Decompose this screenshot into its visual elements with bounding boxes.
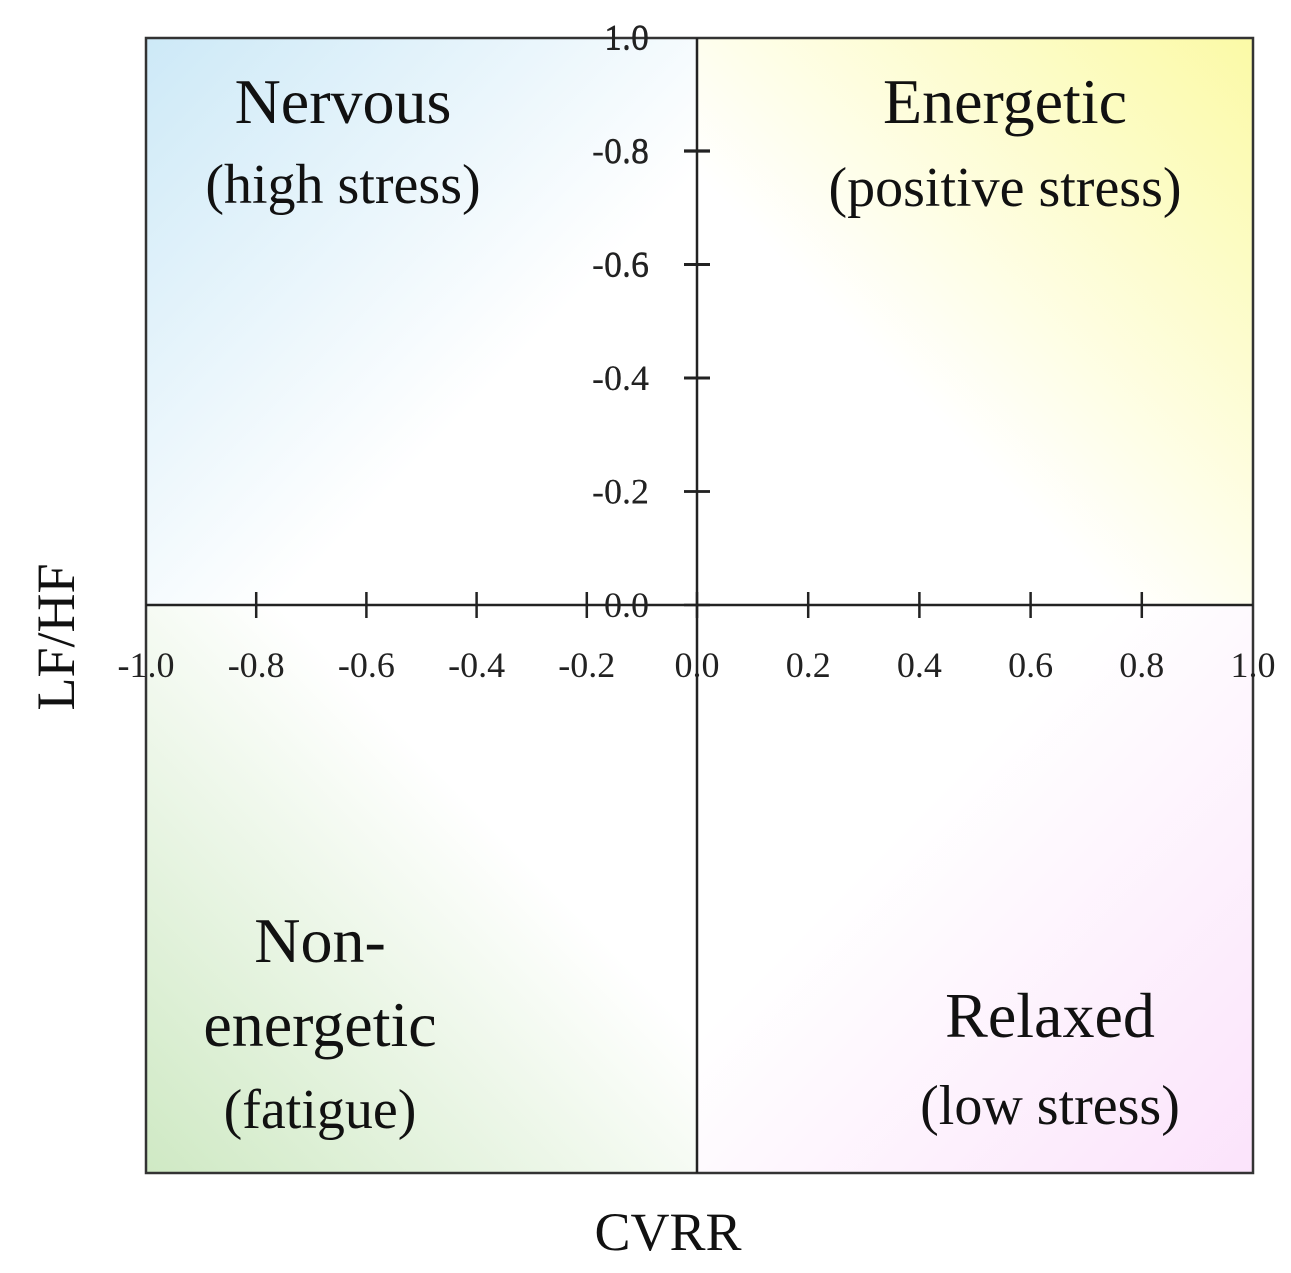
quadrant-bg-top-right [697, 38, 1253, 605]
quadrant-subtitle: (high stress) [205, 154, 480, 216]
y-tick-label: 0.4 [604, 358, 649, 398]
x-axis-ticks: -1.0 -0.8 -0.6 -0.4 -0.2 0.0 0.2 0.4 0.6 0.8 1.0 [118, 592, 1276, 685]
x-tick-label: 0.2 [786, 645, 831, 685]
quadrant-title: Non- [254, 905, 386, 976]
quadrant-title: Energetic [883, 66, 1127, 137]
y-tick-label: 0.2 [604, 472, 649, 512]
y-tick-label: 0.6 [604, 245, 649, 285]
quadrant-label-bottom-left: Non-energetic (fatigue) [203, 905, 436, 1141]
y-axis-ticks: 1.00.80.60.40.20.0-0.2-0.4-0.6-0.81.0 [592, 17, 710, 625]
quadrant-title: energetic [203, 989, 436, 1060]
x-tick-label: 0.8 [1119, 645, 1164, 685]
y-axis-title: LF/HF [26, 563, 86, 710]
quadrant-title: Relaxed [945, 980, 1155, 1051]
y-tick-label: 0.0 [604, 585, 649, 625]
x-tick-label: 0.0 [675, 645, 720, 685]
x-tick-label: -0.4 [448, 645, 505, 685]
y-tick-label: 1.0 [604, 18, 649, 58]
quadrant-bg-bottom-left [146, 605, 697, 1173]
y-tick-label: -0.4 [592, 358, 649, 398]
x-tick-label: -0.8 [228, 645, 285, 685]
quadrant-label-top-left: Nervous (high stress) [205, 66, 480, 216]
x-tick-label: -0.2 [558, 645, 615, 685]
quadrant-label-top-right: Energetic (positive stress) [828, 66, 1181, 219]
quadrant-subtitle: (fatigue) [224, 1079, 417, 1141]
y-tick-label: 1.0 [604, 17, 649, 57]
x-tick-label: 0.4 [897, 645, 942, 685]
quadrant-labels: Nervous (high stress) Energetic (positive s… [203, 66, 1181, 1141]
x-tick-label: 1.0 [1231, 645, 1276, 685]
quadrant-bg-bottom-right [697, 605, 1253, 1173]
y-tick-label: -0.6 [592, 244, 649, 284]
quadrant-subtitle: (positive stress) [828, 157, 1181, 219]
quadrant-label-bottom-right: Relaxed (low stress) [920, 980, 1180, 1137]
x-tick-label: -0.6 [338, 645, 395, 685]
x-axis-title: CVRR [594, 1202, 741, 1262]
quadrant-title: Nervous [235, 66, 452, 137]
x-tick-label: 0.6 [1008, 645, 1053, 685]
y-tick-label: 0.8 [604, 131, 649, 171]
quadrant-subtitle: (low stress) [920, 1075, 1180, 1137]
y-tick-label: -0.8 [592, 131, 649, 171]
quadrant-backgrounds [146, 38, 1253, 1173]
x-tick-label: -1.0 [118, 645, 175, 685]
y-tick-label: -0.2 [592, 471, 649, 511]
quadrant-bg-top-left [146, 38, 697, 605]
